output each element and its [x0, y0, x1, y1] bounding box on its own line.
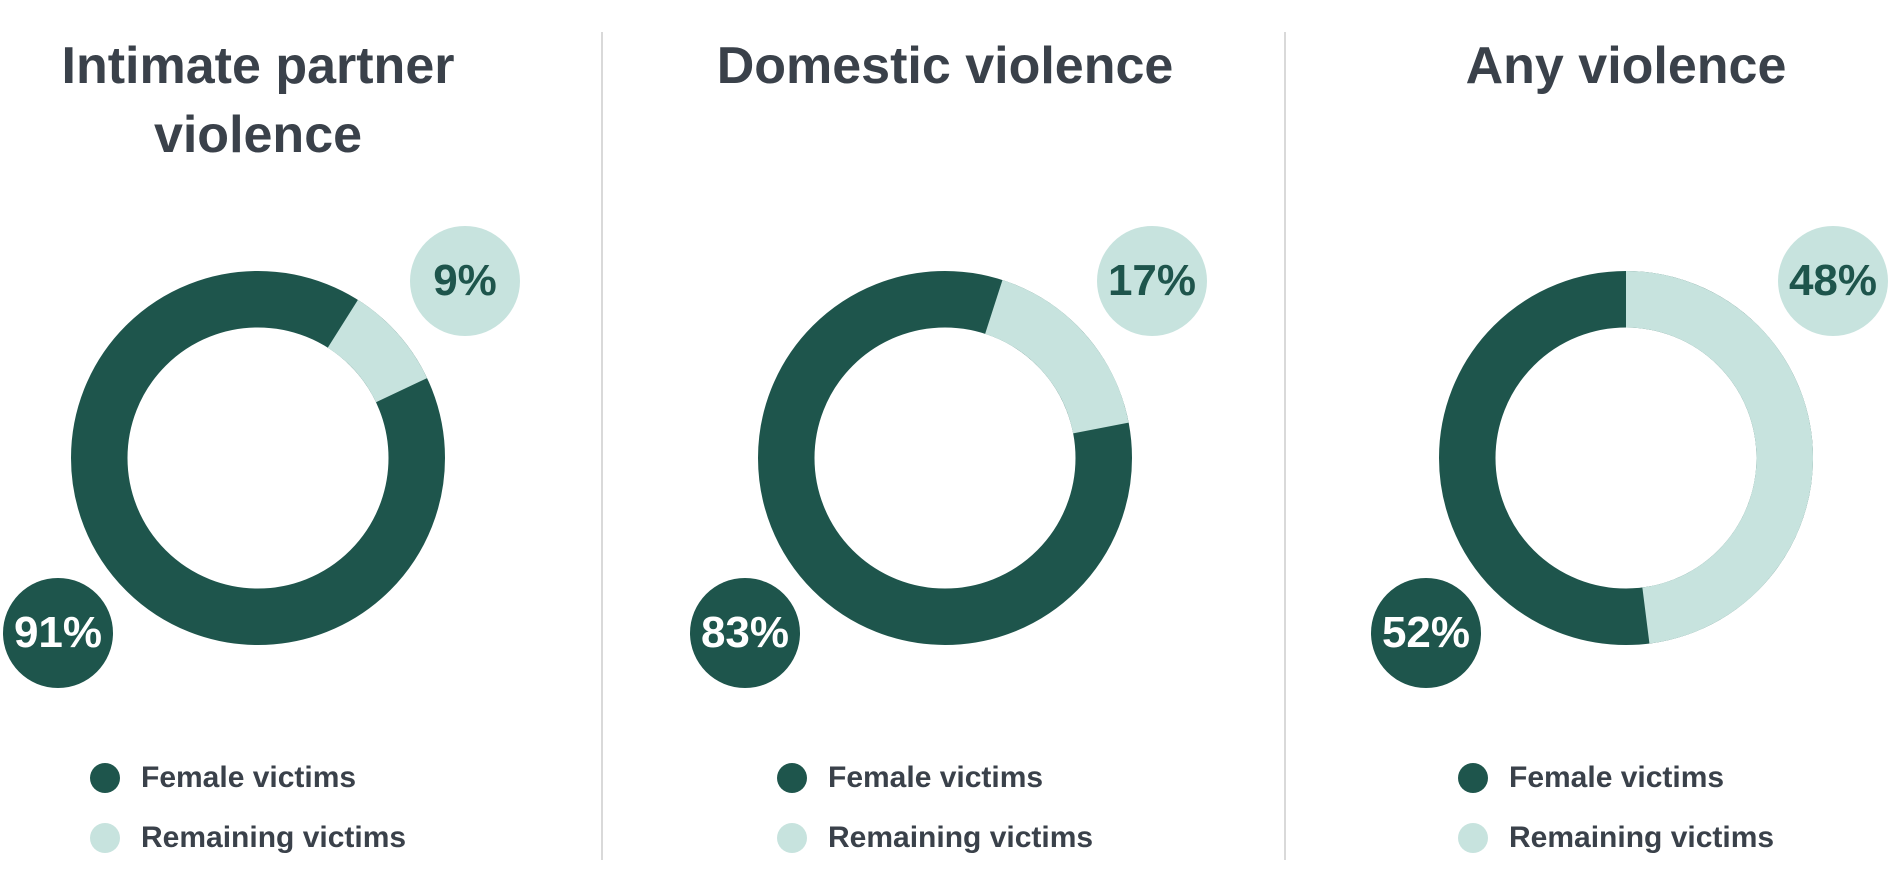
legend-item-remaining-victims: Remaining victims — [90, 817, 406, 859]
callout-female-pct: 91% — [3, 578, 113, 688]
legend-label: Female victims — [1509, 761, 1725, 794]
title-line: Any violence — [1465, 37, 1787, 95]
title-line: Domestic violence — [716, 37, 1174, 95]
legend-label: Remaining victims — [141, 821, 407, 854]
legend-label: Remaining victims — [828, 821, 1094, 854]
legend-item-female-victims: Female victims — [777, 757, 1043, 799]
legend-item-female-victims: Female victims — [90, 757, 356, 799]
remaining-victims-swatch-icon — [777, 823, 807, 853]
legend-label: Female victims — [141, 761, 357, 794]
callout-female-pct-value: 52% — [1381, 608, 1471, 657]
remaining-victims-swatch-icon — [1458, 823, 1488, 853]
chart-title-any-violence: Any violence — [1346, 32, 1889, 101]
title-line: violence — [153, 106, 363, 164]
title-line: Intimate partner — [61, 37, 455, 95]
remaining-victims-swatch-icon — [90, 823, 120, 853]
callout-female-pct: 83% — [690, 578, 800, 688]
callout-female-pct: 52% — [1371, 578, 1481, 688]
female-victims-swatch-icon — [777, 763, 807, 793]
legend-label: Remaining victims — [1509, 821, 1775, 854]
callout-remaining-pct: 17% — [1097, 226, 1207, 336]
chart-title-domestic-violence: Domestic violence — [665, 32, 1225, 101]
female-victims-swatch-icon — [90, 763, 120, 793]
female-victims-swatch-icon — [1458, 763, 1488, 793]
callout-remaining-pct: 9% — [410, 226, 520, 336]
legend-item-female-victims: Female victims — [1458, 757, 1724, 799]
panel-divider-1 — [601, 32, 603, 860]
legend-item-remaining-victims: Remaining victims — [1458, 817, 1774, 859]
callout-remaining-pct: 48% — [1778, 226, 1888, 336]
donut-chart-domestic-violence — [758, 271, 1132, 645]
donut-chart-intimate-partner-violence — [71, 271, 445, 645]
chart-title-intimate-partner-violence: Intimate partner violence — [0, 32, 538, 170]
callout-remaining-pct-value: 17% — [1107, 256, 1197, 305]
donut-chart-any-violence — [1439, 271, 1813, 645]
callout-female-pct-value: 91% — [13, 608, 103, 657]
legend-item-remaining-victims: Remaining victims — [777, 817, 1093, 859]
callout-remaining-pct-value: 48% — [1788, 256, 1878, 305]
callout-female-pct-value: 83% — [700, 608, 790, 657]
callout-remaining-pct-value: 9% — [433, 256, 497, 305]
panel-divider-2 — [1284, 32, 1286, 860]
legend-label: Female victims — [828, 761, 1044, 794]
